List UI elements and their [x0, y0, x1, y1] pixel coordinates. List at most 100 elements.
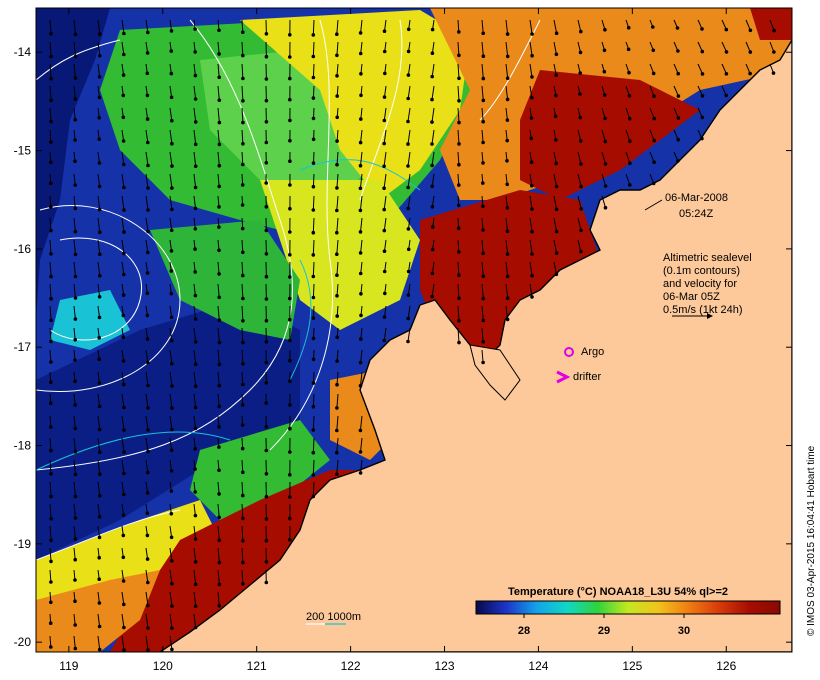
- velocity-arrow-head: [217, 445, 221, 449]
- velocity-arrow: [384, 85, 387, 98]
- velocity-arrow-head: [530, 75, 534, 79]
- velocity-arrow-head: [241, 30, 245, 35]
- velocity-arrow: [145, 459, 149, 473]
- velocity-arrow: [407, 63, 411, 76]
- velocity-arrow-head: [193, 227, 198, 231]
- colorbar: Temperature (°C) NOAA18_L3U 54% ql>=2 28…: [475, 586, 781, 637]
- velocity-arrow: [121, 283, 125, 296]
- velocity-arrow-head: [288, 358, 292, 363]
- velocity-arrow: [193, 393, 197, 408]
- velocity-arrow: [360, 19, 363, 33]
- velocity-arrow: [360, 261, 363, 274]
- y-tick-label: -16: [14, 242, 32, 256]
- velocity-arrow-head: [73, 516, 78, 520]
- velocity-arrow-head: [578, 115, 583, 120]
- velocity-arrow-head: [652, 138, 657, 143]
- velocity-arrow-head: [406, 206, 411, 211]
- colorbar-ticks: 28 29 30: [518, 614, 690, 637]
- velocity-arrow: [383, 107, 387, 121]
- velocity-arrow-head: [724, 27, 729, 32]
- velocity-arrow-head: [97, 515, 102, 519]
- velocity-arrow: [360, 217, 363, 232]
- velocity-arrow-head: [457, 120, 461, 125]
- velocity-arrow-head: [554, 138, 558, 142]
- velocity-arrow-head: [145, 491, 150, 495]
- velocity-arrow-head: [288, 537, 292, 542]
- velocity-arrow: [241, 173, 244, 185]
- velocity-arrow-head: [122, 162, 126, 167]
- velocity-arrow-head: [457, 183, 461, 187]
- x-tick-label: 123: [435, 659, 455, 673]
- velocity-arrow-head: [579, 29, 583, 34]
- velocity-arrow-head: [170, 118, 174, 123]
- velocity-arrow: [97, 19, 101, 35]
- velocity-arrow-head: [122, 648, 126, 652]
- velocity-arrow-head: [505, 274, 510, 279]
- velocity-arrow-head: [193, 270, 197, 274]
- velocity-arrow: [359, 195, 363, 211]
- velocity-arrow-head: [288, 495, 292, 499]
- velocity-arrow-head: [193, 317, 198, 321]
- velocity-arrow-head: [456, 203, 461, 208]
- velocity-arrow-head: [169, 71, 174, 76]
- velocity-arrow: [383, 129, 387, 144]
- velocity-arrow-head: [49, 228, 53, 233]
- velocity-arrow-head: [73, 159, 77, 163]
- velocity-arrow-head: [505, 76, 510, 80]
- velocity-arrow-head: [748, 50, 753, 54]
- velocity-arrow-head: [264, 120, 269, 124]
- velocity-arrow-head: [241, 539, 245, 543]
- velocity-arrow-head: [382, 207, 387, 212]
- velocity-arrow: [407, 217, 411, 229]
- velocity-arrow-head: [193, 447, 198, 451]
- velocity-arrow-head: [311, 450, 316, 455]
- velocity-arrow: [193, 151, 197, 167]
- velocity-arrow: [553, 151, 557, 164]
- velocity-arrow-head: [264, 98, 269, 103]
- velocity-arrow: [241, 393, 244, 405]
- velocity-arrow-head: [505, 118, 510, 122]
- velocity-arrow: [193, 195, 196, 209]
- velocity-arrow: [73, 327, 76, 340]
- velocity-arrow: [407, 107, 411, 122]
- velocity-arrow: [193, 85, 197, 100]
- velocity-arrow-head: [49, 339, 53, 344]
- velocity-arrow: [217, 525, 220, 541]
- velocity-arrow: [384, 19, 387, 32]
- velocity-arrow-head: [217, 28, 221, 33]
- velocity-arrow: [49, 349, 52, 363]
- velocity-arrow: [121, 129, 125, 142]
- velocity-arrow: [145, 481, 149, 493]
- velocity-arrow: [217, 261, 220, 274]
- velocity-arrow-head: [145, 117, 150, 121]
- velocity-arrow: [360, 437, 363, 452]
- y-tick-label: -15: [14, 144, 32, 158]
- y-tick-label: -19: [14, 537, 32, 551]
- velocity-arrow-head: [554, 184, 559, 189]
- velocity-arrow-head: [358, 140, 363, 145]
- velocity-arrow-head: [122, 428, 126, 432]
- velocity-arrow-head: [169, 249, 174, 253]
- velocity-arrow-head: [48, 181, 53, 185]
- velocity-arrow-head: [170, 384, 174, 388]
- velocity-arrow-head: [406, 49, 411, 54]
- velocity-arrow-head: [430, 225, 435, 229]
- velocity-arrow-head: [97, 427, 102, 432]
- velocity-arrow-head: [288, 338, 292, 343]
- velocity-arrow: [336, 41, 339, 56]
- velocity-arrow: [407, 85, 411, 99]
- velocity-arrow-head: [288, 473, 292, 477]
- drifter-icon: [556, 370, 571, 384]
- velocity-arrow-head: [97, 577, 101, 582]
- velocity-arrow-head: [481, 76, 486, 81]
- velocity-arrow-head: [430, 120, 434, 124]
- velocity-arrow-head: [264, 448, 269, 453]
- velocity-arrow: [49, 63, 52, 79]
- velocity-arrow-head: [288, 230, 292, 234]
- velocity-arrow-head: [457, 340, 461, 345]
- velocity-arrow-head: [481, 54, 486, 59]
- velocity-arrow: [457, 107, 460, 123]
- x-tick-label: 120: [153, 659, 173, 673]
- velocity-arrow: [121, 151, 125, 165]
- velocity-arrow: [529, 173, 533, 186]
